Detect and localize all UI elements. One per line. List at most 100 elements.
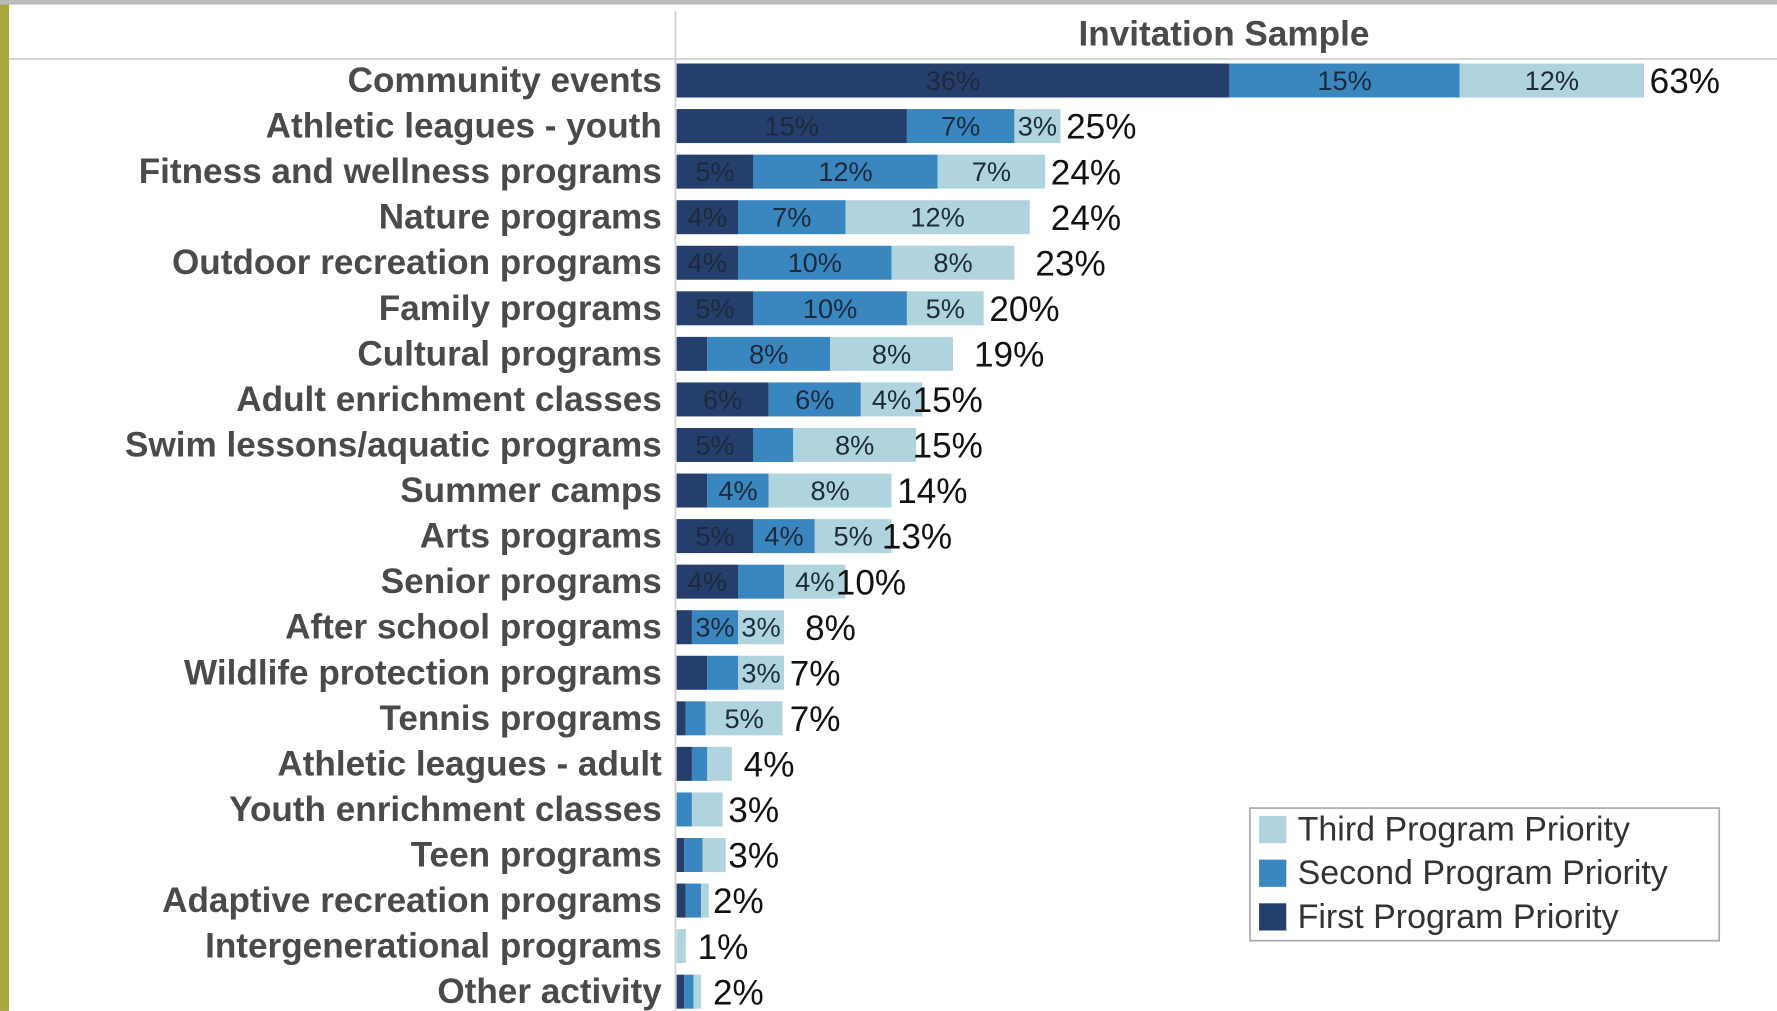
bar-segment [676, 974, 685, 1009]
category-label: Nature programs [379, 198, 662, 237]
bar-segment [737, 245, 892, 280]
segment-label: 3% [741, 612, 780, 643]
total-label: 3% [728, 837, 779, 876]
bar-segment [1229, 63, 1460, 98]
total-label: 3% [728, 791, 779, 830]
bar-segment [753, 154, 938, 189]
segment-label: 6% [795, 384, 834, 415]
legend-swatch [1259, 859, 1287, 887]
segment-label: 10% [788, 247, 842, 278]
legend-label: Second Program Priority [1298, 854, 1668, 892]
bar-segment [701, 883, 709, 918]
bar-segment [906, 109, 1015, 144]
bar-segment [676, 929, 686, 964]
bar-segment [737, 655, 785, 690]
category-label: Outdoor recreation programs [172, 243, 662, 282]
bar-segment [676, 200, 738, 235]
bar-segment [753, 291, 907, 326]
bar-segment [676, 564, 738, 599]
total-label: 15% [913, 427, 983, 466]
segment-label: 36% [926, 65, 980, 96]
category-label: Other activity [437, 972, 662, 1011]
total-label: 2% [713, 973, 764, 1011]
bar-segment [676, 838, 685, 873]
segment-label: 12% [818, 156, 872, 187]
bar-segment [707, 655, 738, 690]
bar-segment [691, 792, 723, 827]
segment-label: 8% [749, 338, 788, 369]
bar-segment [676, 154, 754, 189]
segment-label: 7% [772, 202, 811, 233]
segment-label: 8% [933, 247, 972, 278]
bar-segment [676, 883, 686, 918]
category-label: After school programs [285, 608, 662, 647]
category-label: Teen programs [411, 836, 662, 875]
bar-segment [702, 838, 726, 873]
category-label: Tennis programs [379, 699, 661, 738]
legend-label: First Program Priority [1298, 898, 1619, 936]
bar-segment [891, 245, 1015, 280]
bar-segment [676, 655, 708, 690]
bar-segment [1459, 63, 1645, 98]
total-label: 20% [989, 290, 1059, 329]
bar-segment [737, 564, 785, 599]
category-label: Summer camps [400, 471, 662, 510]
category-label: Athletic leagues - youth [266, 107, 662, 146]
segment-label: 7% [972, 156, 1011, 187]
category-label: Senior programs [381, 562, 662, 601]
segment-label: 5% [724, 703, 763, 734]
bar-segment [684, 974, 694, 1009]
total-label: 15% [913, 381, 983, 420]
category-label: Adaptive recreation programs [162, 881, 662, 920]
total-label: 13% [882, 518, 952, 557]
segment-label: 4% [872, 384, 911, 415]
bar-segment [691, 610, 738, 645]
segment-label: 8% [872, 338, 911, 369]
segment-label: 10% [803, 293, 857, 324]
bar-segment [676, 473, 708, 508]
total-label: 1% [698, 928, 749, 967]
segment-label: 4% [764, 521, 803, 552]
segment-label: 8% [835, 429, 874, 460]
segment-label: 5% [695, 156, 734, 187]
segment-label: 4% [688, 566, 727, 597]
total-label: 63% [1650, 62, 1720, 101]
bar-segment [906, 291, 984, 326]
segment-label: 5% [834, 521, 873, 552]
total-label: 24% [1051, 199, 1121, 238]
bar-segment [753, 519, 815, 554]
category-label: Cultural programs [357, 334, 661, 373]
total-label: 4% [744, 746, 795, 785]
legend-swatch [1259, 903, 1287, 931]
legend-swatch [1259, 816, 1287, 844]
bar-segment [845, 200, 1030, 235]
top-border [0, 0, 1777, 5]
segment-label: 12% [910, 202, 964, 233]
bar-segment [676, 382, 769, 417]
segment-label: 15% [1317, 65, 1371, 96]
bar-segment [676, 610, 692, 645]
chart-title: Invitation Sample [1079, 15, 1370, 54]
bar-segment [737, 610, 785, 645]
segment-label: 4% [795, 566, 834, 597]
segment-label: 4% [688, 202, 727, 233]
left-stripe [0, 0, 10, 1011]
category-label: Adult enrichment classes [236, 380, 662, 419]
segment-label: 8% [810, 475, 849, 506]
bar-segment [676, 245, 738, 280]
bar-segment [705, 701, 783, 736]
segment-label: 7% [941, 111, 980, 142]
bar-segment [1014, 109, 1061, 144]
segment-label: 5% [695, 429, 734, 460]
category-label: Arts programs [420, 517, 662, 556]
total-label: 7% [790, 700, 841, 739]
category-label: Fitness and wellness programs [139, 152, 662, 191]
segment-label: 3% [1018, 111, 1057, 142]
bar-segment [676, 792, 692, 827]
bar-segment [937, 154, 1046, 189]
category-label: Athletic leagues - adult [277, 744, 662, 783]
total-label: 23% [1035, 244, 1105, 283]
bar-segment [684, 838, 703, 873]
total-label: 14% [897, 472, 967, 511]
bar-segment [676, 63, 1230, 98]
